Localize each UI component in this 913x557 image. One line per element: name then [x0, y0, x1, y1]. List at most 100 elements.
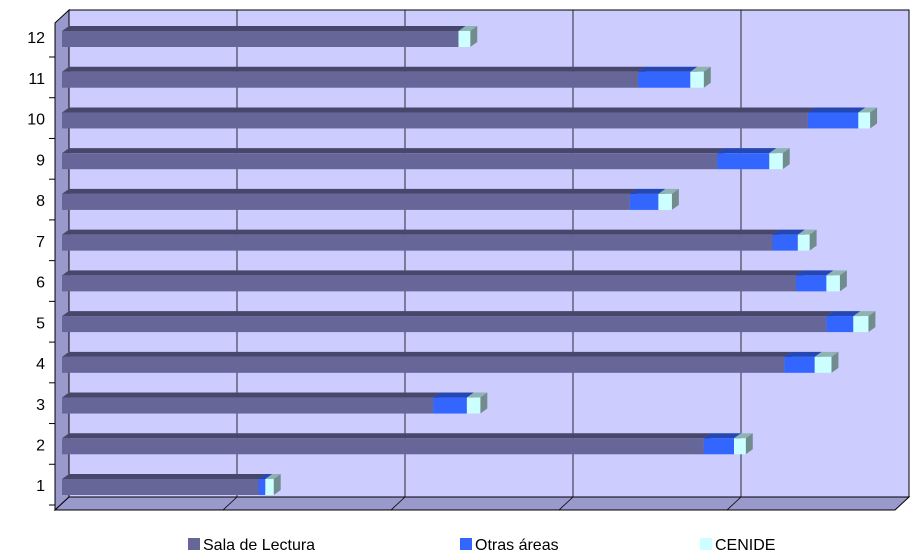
- bar-side: [782, 148, 790, 170]
- bar: [62, 275, 797, 292]
- bar: [853, 316, 869, 333]
- bar: [458, 31, 471, 47]
- bar-top: [807, 107, 866, 113]
- bar: [629, 193, 659, 210]
- bar-top: [62, 26, 466, 31]
- bar: [734, 438, 746, 455]
- y-tick-label: 11: [28, 71, 45, 88]
- bar-top: [690, 66, 711, 72]
- bar-top: [797, 229, 817, 235]
- bar: [717, 153, 770, 170]
- bar: [796, 275, 827, 292]
- bar-top: [796, 270, 834, 276]
- bar: [62, 316, 827, 333]
- y-tick-label: 7: [36, 234, 45, 251]
- bar: [690, 71, 704, 88]
- bar: [638, 71, 691, 88]
- bar: [658, 193, 672, 210]
- bar-side: [273, 474, 281, 495]
- bar-top: [814, 351, 839, 357]
- bar-top: [258, 474, 273, 479]
- bar-side: [745, 433, 753, 455]
- bar-top: [433, 392, 474, 398]
- bar-top: [629, 188, 666, 194]
- bar: [826, 316, 854, 333]
- bar-top: [62, 148, 725, 154]
- bar: [62, 438, 704, 455]
- bar-top: [62, 392, 441, 398]
- legend-swatch: [460, 538, 472, 550]
- bar-top: [62, 474, 266, 479]
- bar: [797, 234, 810, 251]
- y-tick-label: 6: [36, 275, 45, 292]
- bar: [62, 193, 630, 210]
- bar-top: [772, 229, 805, 235]
- y-tick-label: 3: [36, 397, 45, 414]
- grid-line: [390, 496, 406, 511]
- legend-label: CENIDE: [715, 537, 775, 554]
- bar-top: [62, 311, 834, 317]
- bar-top: [62, 229, 780, 235]
- legend-label: Sala de Lectura: [203, 537, 315, 554]
- bar-top: [717, 148, 777, 154]
- bar: [265, 479, 274, 495]
- legend-swatch: [188, 538, 200, 550]
- bar: [826, 275, 840, 292]
- bar: [62, 397, 434, 414]
- bar: [858, 112, 871, 129]
- y-tick-label: 10: [27, 112, 45, 129]
- bar-top: [658, 188, 679, 194]
- bar: [62, 356, 785, 373]
- bar: [466, 397, 481, 414]
- bar: [62, 234, 773, 251]
- grid-line: [558, 496, 574, 511]
- bar: [62, 153, 718, 170]
- y-tick-label: 9: [36, 152, 45, 169]
- y-tick-label: 12: [27, 30, 45, 47]
- bar-top: [734, 433, 753, 439]
- bar-top: [858, 107, 878, 113]
- grid-line: [726, 496, 742, 511]
- bar-top: [62, 433, 711, 439]
- bar-top: [62, 351, 792, 357]
- bar: [258, 479, 266, 495]
- bar: [433, 397, 467, 414]
- bar-top: [769, 148, 790, 154]
- bar-top: [638, 66, 698, 72]
- y-tick-label: 5: [36, 315, 45, 332]
- bar-top: [826, 270, 847, 276]
- y-tick-label: 4: [36, 356, 45, 373]
- legend: Sala de Lectura Otras áreas CENIDE: [188, 537, 775, 554]
- bar-top: [853, 311, 876, 317]
- y-tick-label: 8: [36, 193, 45, 210]
- y-tick-label: 2: [36, 437, 45, 454]
- bar: [703, 438, 734, 455]
- legend-label: Otras áreas: [475, 537, 559, 554]
- bar-side: [831, 351, 839, 373]
- bar: [807, 112, 859, 129]
- bar-top: [62, 270, 804, 276]
- grid-line: [222, 496, 238, 511]
- bar-side: [839, 270, 847, 292]
- bar-side: [868, 311, 876, 333]
- bar-side: [703, 66, 711, 88]
- bar: [62, 112, 808, 129]
- bar: [772, 234, 798, 251]
- legend-swatch: [700, 538, 712, 550]
- bar-side: [470, 26, 478, 47]
- bar-top: [784, 351, 822, 357]
- bar-side: [480, 392, 488, 414]
- bar-top: [703, 433, 741, 439]
- bar-top: [466, 392, 488, 398]
- bar-top: [62, 66, 646, 72]
- bar-side: [870, 107, 878, 129]
- bar-top: [62, 188, 637, 194]
- y-tick-label: 1: [36, 478, 45, 495]
- bar: [814, 356, 832, 373]
- bar-side: [671, 188, 679, 210]
- bar: [62, 71, 639, 88]
- bar: [62, 31, 459, 47]
- bar: [62, 479, 259, 495]
